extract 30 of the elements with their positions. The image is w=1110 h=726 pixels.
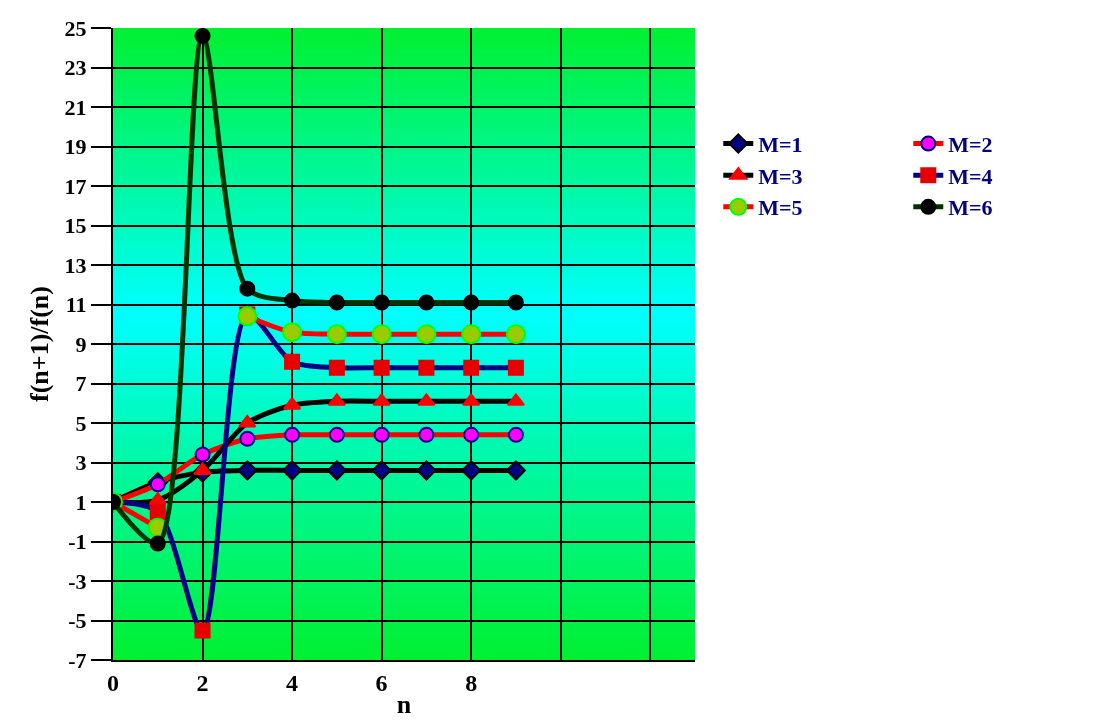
y-tick-label: -3 — [68, 568, 87, 594]
x-tick-label: 0 — [107, 669, 119, 696]
y-tick-label: 7 — [75, 371, 87, 397]
legend-label: M=1 — [758, 132, 803, 158]
y-tick-label: 5 — [75, 410, 87, 436]
x-tick-label: 8 — [465, 669, 478, 696]
x-tick-label: 6 — [375, 669, 388, 696]
y-tick-label: 19 — [64, 134, 87, 160]
x-tick-label: 2 — [196, 669, 209, 696]
legend-label: M=4 — [948, 163, 993, 189]
legend-label: M=2 — [948, 132, 993, 158]
y-tick-label: 13 — [64, 252, 87, 278]
legend-label: M=3 — [758, 163, 803, 189]
y-tick-label: 9 — [75, 331, 87, 357]
x-axis-title: n — [396, 690, 412, 719]
y-tick-label: -5 — [68, 608, 87, 634]
legend-label: M=5 — [758, 195, 803, 221]
y-tick-label: 1 — [75, 489, 87, 515]
y-tick-label: 3 — [75, 450, 87, 476]
y-tick-label: 21 — [64, 94, 87, 120]
y-tick-label: 23 — [64, 55, 87, 81]
y-tick-label: 11 — [65, 292, 87, 318]
y-tick-label: -1 — [68, 529, 87, 555]
y-tick-label: 15 — [64, 213, 87, 239]
y-axis-title: f(n+1)/f(n) — [25, 286, 55, 402]
y-tick-label: -7 — [68, 647, 87, 673]
legend-label: M=6 — [948, 195, 993, 221]
y-tick-label: 17 — [64, 173, 87, 199]
y-tick-label: 25 — [64, 15, 87, 41]
x-tick-label: 4 — [286, 669, 299, 696]
